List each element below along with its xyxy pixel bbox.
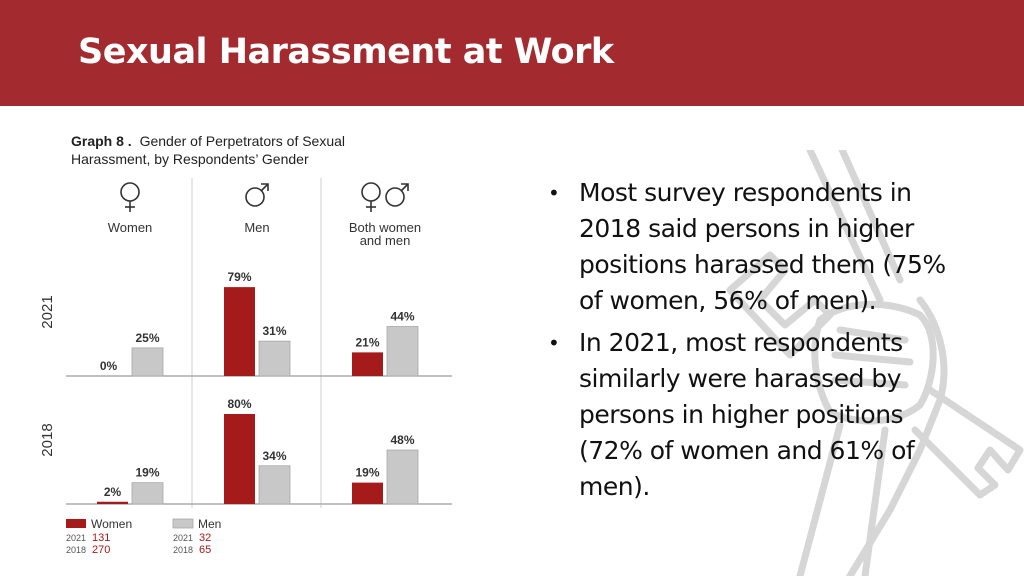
bar-2018-men-women [224,414,255,504]
legend-year-women-2018: 2018 [66,545,86,555]
bar-2018-both-women-and-men-men [386,449,419,505]
bar-2018-both-women-and-men-women [352,482,383,504]
female-male-symbols-icon [361,182,409,212]
legend-swatch-women [66,519,86,528]
data-label-2021-women-women: 0% [100,359,118,373]
data-label-2021-women-men: 25% [135,331,159,345]
chart-title-number: Graph 8 . [71,133,132,149]
legend-count-women-2021: 131 [92,532,110,544]
bullet-text-2: In 2021, most respondents similarly were… [579,328,915,501]
bar-2021-men-women [224,287,255,376]
group-label-both-women-and-men: Both women and men [349,220,421,248]
bullet-item: • Most survey respondents in 2018 said pe… [548,175,968,319]
slide-title: Sexual Harassment at Work [78,32,614,72]
data-label-2018-women-women: 2% [104,485,122,499]
chart-title-line1: Gender of Perpetrators of Sexual [140,133,345,149]
raised-fist-wrench-watermark [726,150,1024,576]
chart-legend: Women 2021 131 2018 270 Men 2021 32 2018 65 [66,517,221,556]
legend-count-men-2018: 65 [199,544,211,556]
svg-text:Graph 8 . Gender of Perp: Graph 8 . Gender of Perpetrators of Sexu… [71,133,345,149]
data-label-2018-men-men: 34% [262,449,286,463]
legend-count-women-2018: 270 [92,544,110,556]
panel-label-2018: 2018 [39,423,56,456]
summary-bullets: • Most survey respondents in 2018 said pe… [548,175,968,511]
group-label-men: Men [244,220,269,235]
bar-2021-men-men [258,340,291,377]
data-label-2018-both-women-and-men-men: 48% [390,433,414,447]
bullet-text-1: Most survey respondents in 2018 said per… [579,178,946,315]
data-label-2021-men-men: 31% [262,324,286,338]
data-label-2021-men-women: 79% [227,270,251,284]
chart-title: Graph 8 . Gender of Perpetrators of Sexu… [71,133,345,167]
chart-title-line2: Harassment, by Respondents’ Gender [71,151,309,167]
data-label-2018-men-women: 80% [227,397,251,411]
data-label-2021-both-women-and-men-women: 21% [355,335,379,349]
legend-year-women-2021: 2021 [66,533,86,543]
bar-marks: 2021 0% 25% 79% 31% 21% 44% 2018 2% 19% 80% 34% 19% 4… [39,270,419,505]
bullet-dot: • [548,331,560,355]
legend-label-women: Women [91,517,132,531]
female-symbol-icon [120,182,140,212]
legend-label-men: Men [198,517,221,531]
bar-2021-both-women-and-men-men [386,326,419,377]
data-label-2018-women-men: 19% [135,466,159,480]
group-icons: Women Men Both women and men [108,182,421,248]
bar-2021-both-women-and-men-women [352,352,383,376]
bar-2018-women-men [131,482,164,505]
slide-header: Sexual Harassment at Work [0,0,1024,106]
bar-2018-men-men [258,465,291,505]
data-label-2021-both-women-and-men-men: 44% [390,310,414,324]
legend-count-men-2021: 32 [199,532,211,544]
data-label-2018-both-women-and-men-women: 19% [355,466,379,480]
legend-swatch-men [172,518,194,529]
bar-2021-women-men [131,347,164,377]
male-symbol-icon [245,183,269,207]
bullet-item: • In 2021, most respondents similarly wer… [548,325,968,505]
legend-year-men-2018: 2018 [173,545,193,555]
bullet-dot: • [548,181,560,205]
group-label-women: Women [108,220,153,235]
perpetrator-gender-chart: Graph 8 . Gender of Perpetrators of Sexu… [39,133,452,556]
legend-year-men-2021: 2021 [173,533,193,543]
bar-2018-women-women [97,501,128,504]
panel-label-2021: 2021 [39,295,56,328]
